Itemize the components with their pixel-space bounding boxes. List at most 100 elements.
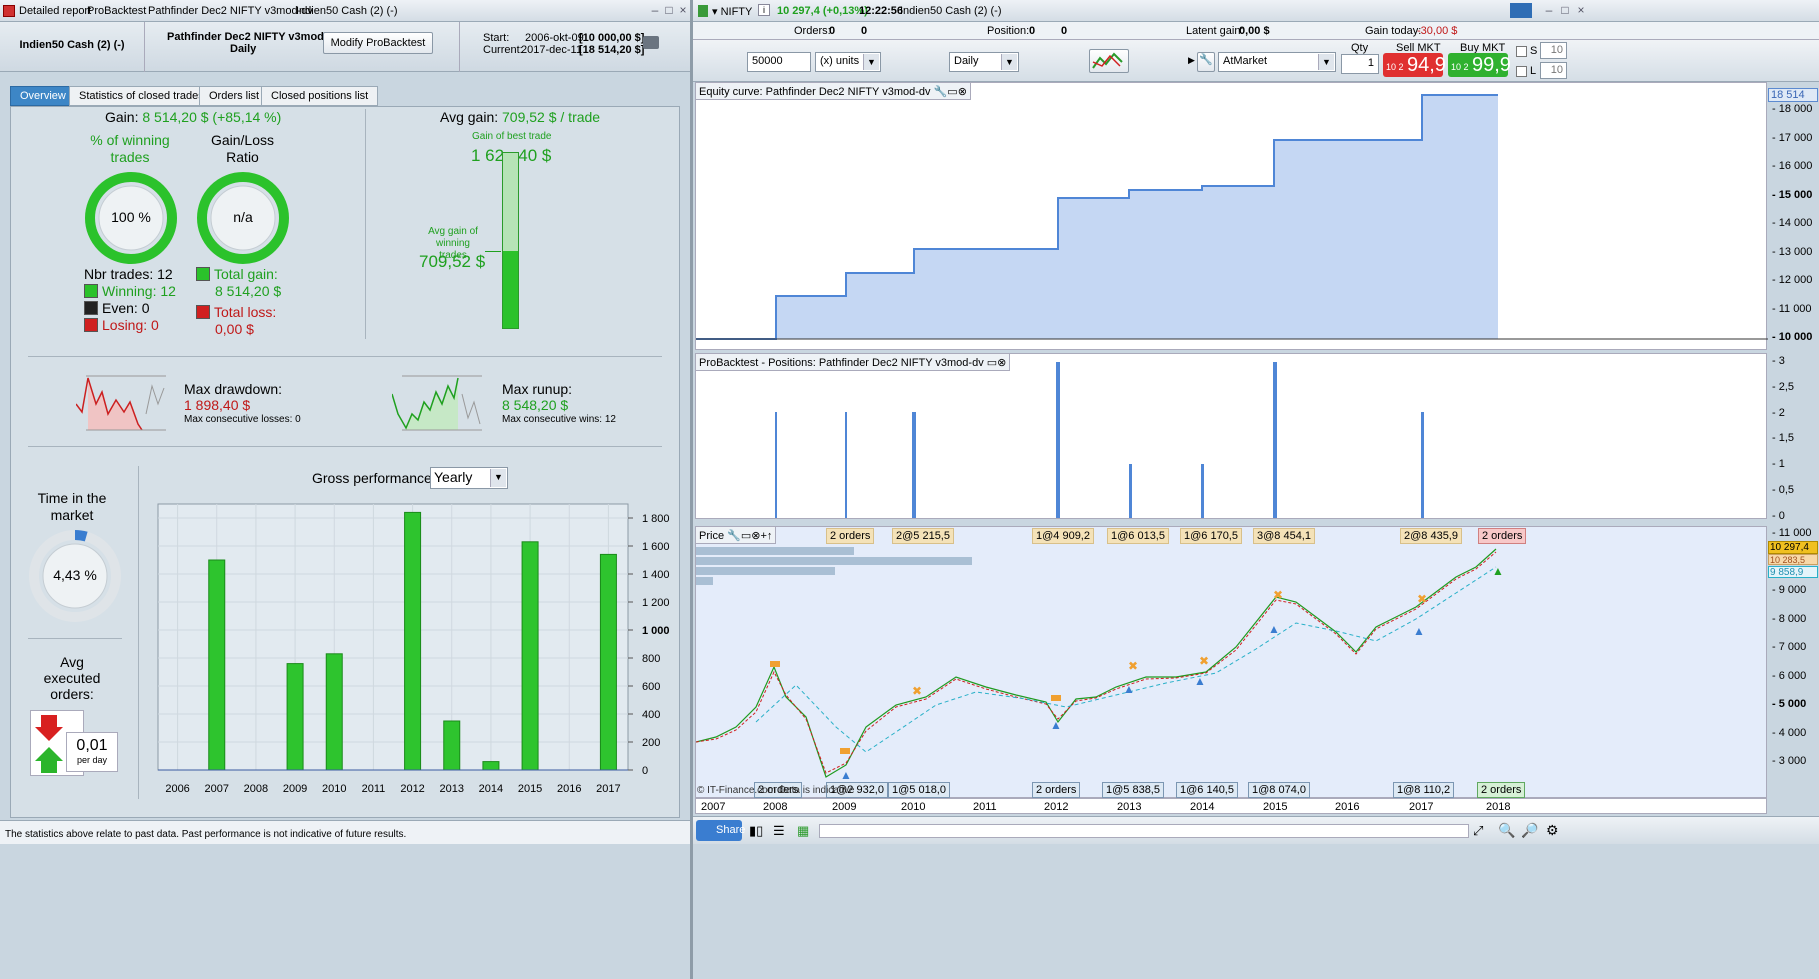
print-icon[interactable] — [643, 36, 659, 49]
axis-tick: - 1 — [1772, 458, 1785, 471]
close-icon[interactable]: × — [1577, 3, 1585, 17]
share-button[interactable]: Share — [696, 820, 745, 841]
chevron-down-icon: ▼ — [1001, 54, 1017, 70]
y-tick-label: 1 600 — [642, 541, 670, 553]
total-gain-swatch — [196, 267, 210, 281]
winning-label-1: % of winning — [90, 132, 170, 148]
window-icon[interactable]: ▭ — [740, 530, 752, 542]
x-tick-label: 2012 — [400, 783, 424, 795]
settings-icon[interactable]: ⚙ — [1546, 822, 1559, 838]
close-icon[interactable]: × — [679, 3, 687, 17]
max-consecutive-losses: Max consecutive losses: 0 — [184, 414, 301, 425]
units-select[interactable]: (x) units ▼ — [815, 52, 881, 72]
gain-loss-ring — [197, 172, 289, 264]
period-select[interactable]: Daily ▼ — [949, 52, 1019, 72]
winning-trades-ring — [85, 172, 177, 264]
quantity-input[interactable]: 50000 — [747, 52, 811, 72]
title-tab-instrument[interactable]: Indien50 Cash (2) (-) — [296, 5, 398, 17]
qty-input[interactable]: 1 — [1341, 54, 1379, 74]
equity-last-value: 18 514 — [1768, 88, 1818, 102]
fit-icon[interactable]: ⤢ — [1473, 823, 1484, 838]
sell-market-button[interactable]: 10 2 94,9 — [1383, 53, 1446, 77]
close-icon[interactable]: ⊗ — [751, 530, 761, 542]
order-type-select[interactable]: AtMarket ▼ — [1218, 52, 1336, 72]
panel-splitter[interactable] — [690, 0, 693, 979]
order-label-top: 1@6 170,5 — [1180, 528, 1242, 544]
positions-svg — [775, 362, 1424, 518]
limit-checkbox[interactable] — [1516, 66, 1527, 77]
candlestick-icon[interactable]: ▮▯ — [749, 823, 764, 838]
tab-statistics[interactable]: Statistics of closed trades — [69, 86, 214, 106]
up-icon[interactable]: ↑ — [766, 530, 773, 542]
symbol-dropdown[interactable]: ▾ NIFTY — [712, 6, 753, 18]
equity-chart-area[interactable] — [695, 82, 1768, 350]
gross-period-select[interactable]: Yearly ▼ — [430, 467, 508, 489]
maximize-icon[interactable]: □ — [1561, 3, 1569, 17]
wrench-icon[interactable]: 🔧 — [1197, 52, 1215, 72]
stop-input[interactable]: 10 — [1540, 42, 1567, 59]
zoom-in-icon[interactable]: 🔍 — [1498, 822, 1516, 838]
positions-chart-area[interactable] — [695, 353, 1767, 519]
x-tick-label: 2010 — [322, 783, 346, 795]
ma1-tag: 10 283,5 — [1768, 554, 1818, 565]
limit-label: L — [1530, 65, 1537, 77]
chevron-down-icon: ▼ — [490, 469, 506, 487]
title-tab-probacktest[interactable]: ProBacktest — [87, 5, 147, 17]
window-icon[interactable]: ▭ — [947, 86, 958, 98]
total-gain-label: Total gain: — [214, 266, 278, 282]
sell-label: Sell MKT — [1396, 42, 1441, 54]
wrench-icon[interactable]: 🔧 — [727, 530, 741, 542]
tab-closed-positions[interactable]: Closed positions list — [261, 86, 379, 106]
stop-checkbox[interactable] — [1516, 46, 1527, 57]
order-label-bottom: 1@8 110,2 — [1393, 782, 1455, 798]
title-tab-detailed-report[interactable]: Detailed report — [19, 5, 92, 17]
winning-count: Winning: 12 — [102, 283, 176, 299]
axis-tick: - 5 000 — [1772, 698, 1807, 710]
year-label: 2013 — [1117, 801, 1142, 813]
latent-gain-label: Latent gain: — [1186, 25, 1244, 37]
axis-tick: - 10 000 — [1772, 331, 1813, 343]
indicator-chart-button[interactable] — [1089, 49, 1129, 73]
info-icon[interactable]: i — [758, 4, 770, 16]
gross-performance-chart: 0 200 400 600 800 1 000 1 200 1 400 1 600 1 800 20… — [157, 503, 670, 795]
chart-indicator-icon — [1092, 52, 1123, 69]
grid-icon[interactable]: ▦ — [797, 823, 810, 838]
minimize-icon[interactable]: – — [651, 3, 659, 17]
add-icon[interactable]: + — [760, 530, 767, 542]
tab-overview[interactable]: Overview — [10, 86, 76, 106]
close-icon[interactable]: ⊗ — [997, 357, 1007, 369]
collapse-arrow-icon[interactable]: ▶ — [1188, 55, 1195, 65]
keyboard-icon[interactable] — [1510, 3, 1532, 18]
maximize-icon[interactable]: □ — [665, 3, 673, 17]
order-toolbar: 50000 (x) units ▼ Daily ▼ ▶ 🔧 AtMarket ▼ Qt… — [693, 40, 1819, 82]
limit-input[interactable]: 10 — [1540, 62, 1567, 79]
buy-market-button[interactable]: 10 2 99,9 — [1448, 53, 1511, 77]
max-consecutive-wins: Max consecutive wins: 12 — [502, 414, 616, 425]
x-tick-label: 2007 — [205, 783, 229, 795]
chevron-down-icon: ▼ — [863, 54, 879, 70]
avg-win-value: 709,52 $ — [419, 252, 486, 271]
window-icon[interactable]: ▭ — [986, 357, 998, 369]
avg-orders-label-1: Avg — [60, 654, 84, 670]
zoom-out-icon[interactable]: 🔎 — [1521, 822, 1539, 838]
close-icon[interactable]: ⊗ — [957, 86, 967, 98]
gain-label: Gain: — [105, 109, 139, 125]
stop-label: S — [1530, 45, 1538, 57]
bar-2012 — [404, 511, 422, 771]
bar-2013 — [443, 720, 461, 771]
minimize-icon[interactable]: – — [1545, 3, 1553, 17]
axis-tick: - 18 000 — [1772, 103, 1813, 115]
price-chart-area[interactable]: ✖ ✖ ✖ ✖ ✖ ▲ ▲ ▲ ▲ ▲ ▲ ▲ — [695, 526, 1767, 798]
bar-2007 — [208, 559, 226, 771]
horizontal-scrollbar[interactable] — [819, 824, 1469, 838]
bar-2015 — [521, 541, 539, 771]
order-label-top: 2@5 215,5 — [892, 528, 954, 544]
modify-probacktest-button[interactable]: Modify ProBacktest — [323, 32, 433, 54]
tab-orders-list[interactable]: Orders list — [199, 86, 270, 106]
title-tab-system[interactable]: Pathfinder Dec2 NIFTY v3mod-dv — [148, 5, 313, 17]
wrench-icon[interactable]: 🔧 — [933, 86, 948, 98]
axis-tick: - 17 000 — [1772, 131, 1813, 144]
list-icon[interactable]: ☰ — [773, 823, 785, 838]
current-date: 2017-dec-11 — [521, 44, 582, 56]
start-label: Start: — [483, 32, 510, 44]
